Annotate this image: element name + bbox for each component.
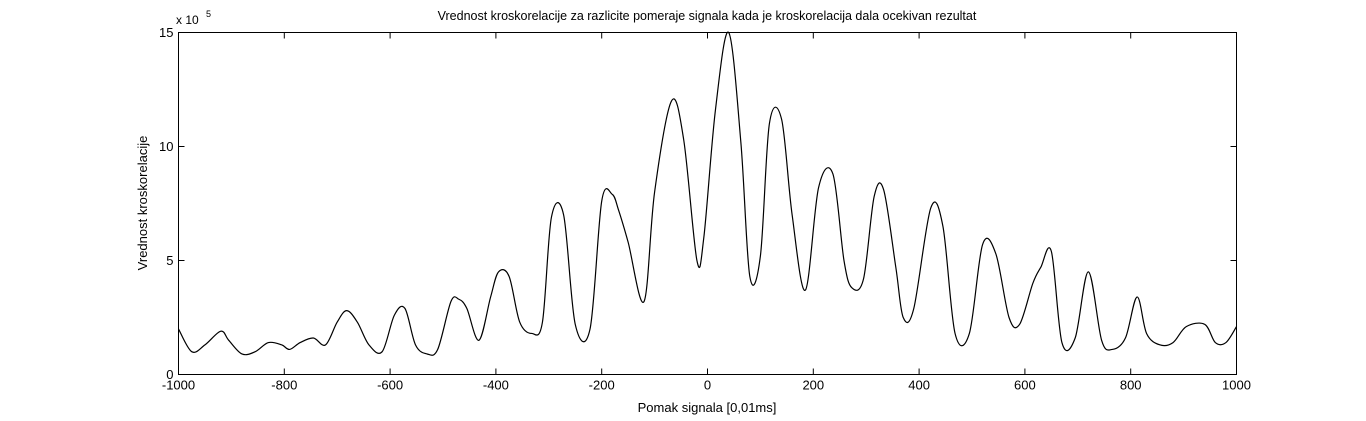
y-multiplier-label: x 10 bbox=[176, 13, 199, 27]
chart-title: Vrednost kroskorelacije za razlicite pom… bbox=[438, 9, 977, 23]
y-tick-labels: 0 5 10 15 bbox=[159, 25, 173, 382]
x-tick-label: -400 bbox=[483, 378, 509, 393]
x-tick-label: 200 bbox=[802, 378, 824, 393]
x-tick-label: 400 bbox=[908, 378, 930, 393]
y-tick-label: 10 bbox=[159, 139, 173, 154]
y-tick-label: 0 bbox=[166, 367, 173, 382]
axis-ticks bbox=[178, 32, 1237, 375]
x-tick-label: 0 bbox=[704, 378, 711, 393]
x-tick-label: -800 bbox=[271, 378, 297, 393]
x-tick-label: -1000 bbox=[162, 378, 195, 393]
x-tick-label: 600 bbox=[1014, 378, 1036, 393]
x-axis-label: Pomak signala [0,01ms] bbox=[638, 400, 777, 415]
cross-correlation-line bbox=[177, 31, 1238, 356]
y-multiplier: x 10 5 bbox=[176, 9, 211, 27]
y-multiplier-exponent: 5 bbox=[206, 9, 211, 19]
x-tick-label: 1000 bbox=[1222, 378, 1251, 393]
y-axis-label: Vrednost kroskorelacije bbox=[135, 136, 150, 271]
x-tick-label: -600 bbox=[377, 378, 403, 393]
x-tick-label: 800 bbox=[1120, 378, 1142, 393]
x-tick-labels: -1000 -800 -600 -400 -200 0 200 400 600 800 1000 bbox=[162, 378, 1251, 393]
y-tick-label: 15 bbox=[159, 25, 173, 40]
y-tick-label: 5 bbox=[166, 253, 173, 268]
x-tick-label: -200 bbox=[589, 378, 615, 393]
